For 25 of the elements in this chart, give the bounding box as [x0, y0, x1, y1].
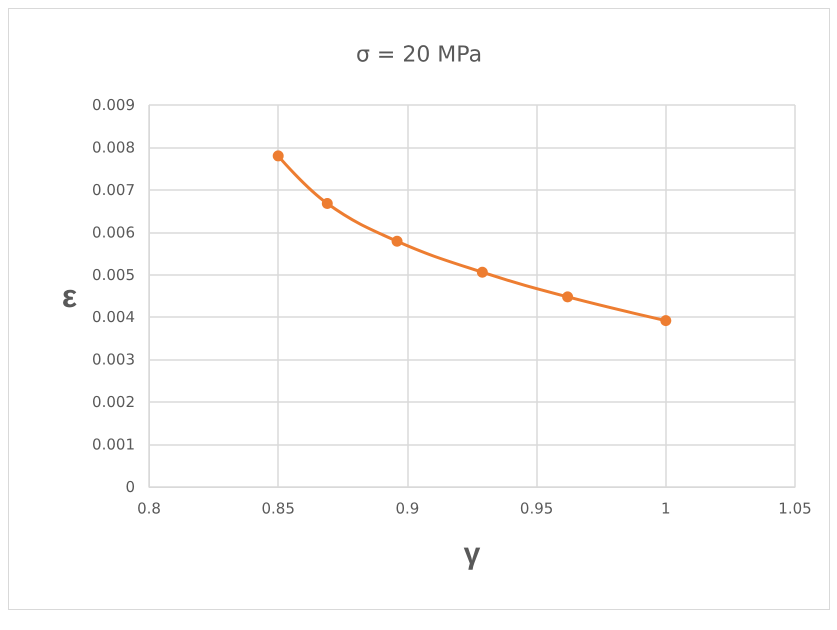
point: [562, 291, 574, 302]
point: [476, 266, 488, 278]
x-tick-label: 0.8: [137, 500, 161, 518]
y-axis-title: ε: [62, 278, 77, 314]
y-tick-label: 0: [125, 478, 135, 496]
y-tick-label: 0.004: [92, 308, 135, 326]
x-tick-label: 0.85: [261, 500, 295, 518]
x-axis-title: γ: [464, 538, 481, 570]
point: [272, 150, 284, 162]
x-tick-label: 0.9: [395, 500, 420, 518]
y-tick-label: 0.001: [92, 436, 135, 454]
x-tick-label: 0.95: [520, 500, 554, 518]
x-tick-label: 1.05: [778, 500, 812, 518]
y-tick-label: 0.003: [92, 350, 135, 369]
y-tick-label: 0.008: [92, 138, 135, 156]
y-tick-label: 0.007: [92, 180, 135, 199]
point: [322, 198, 333, 209]
point: [392, 236, 403, 247]
x-tick-label: 1: [661, 500, 671, 518]
y-tick-label: 0.002: [92, 393, 135, 412]
point: [660, 315, 672, 326]
chart-title: σ = 20 MPa: [356, 42, 482, 68]
y-tick-label: 0.006: [92, 223, 135, 242]
y-tick-label: 0.005: [92, 266, 135, 284]
y-tick-label: 0.009: [92, 96, 135, 114]
